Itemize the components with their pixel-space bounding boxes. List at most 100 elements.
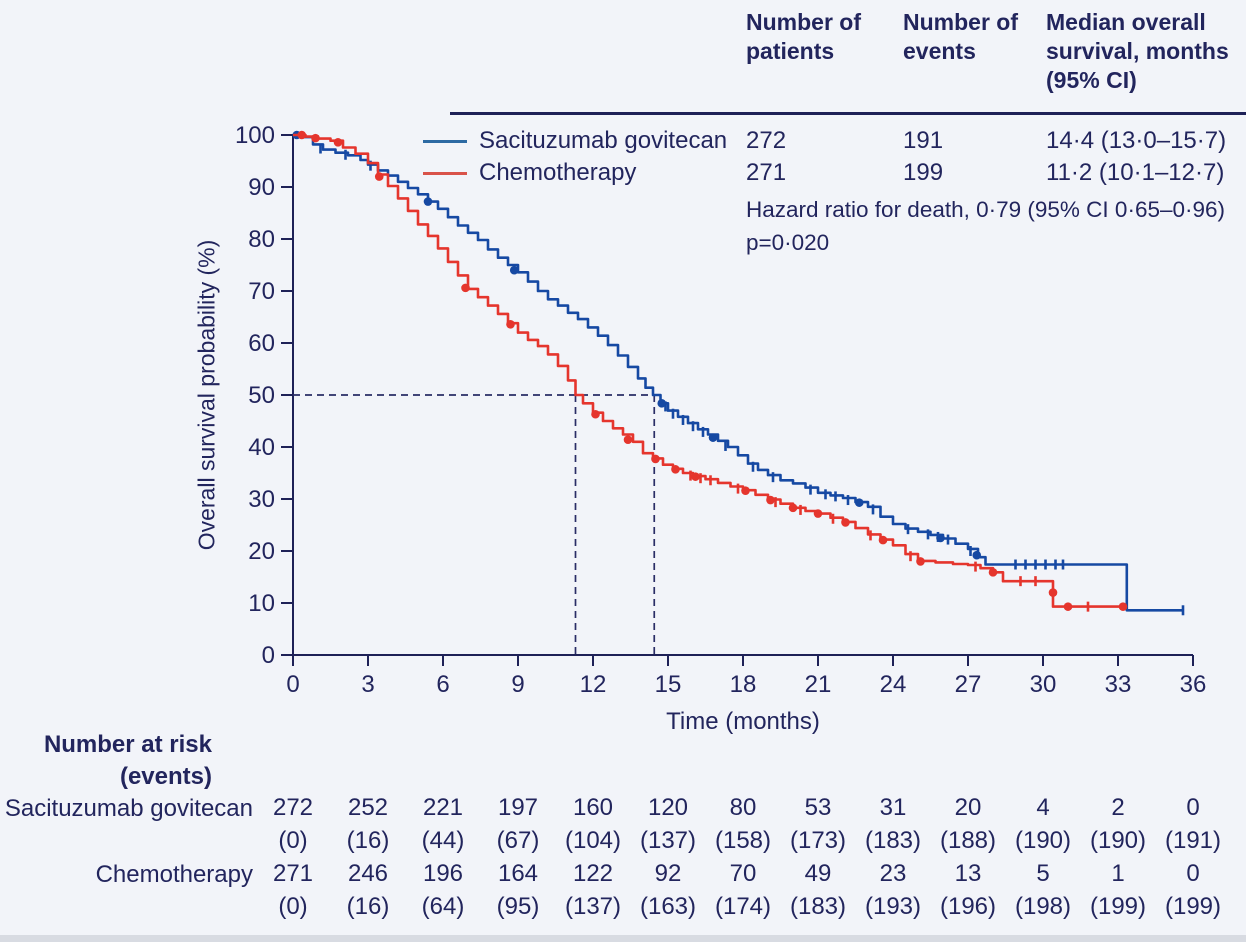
y-tick-label: 80 [248, 226, 275, 253]
event-dot [841, 518, 850, 527]
at-risk-cell: (137) [639, 827, 697, 854]
y-tick-label: 90 [248, 174, 275, 201]
x-tick-label: 18 [730, 671, 757, 698]
at-risk-cell: (198) [1014, 893, 1072, 920]
p-value-text: p=0·020 [746, 230, 830, 255]
at-risk-cell: 1 [1111, 860, 1125, 887]
x-tick-label: 0 [286, 671, 299, 698]
at-risk-cell: 271 [272, 860, 314, 887]
x-tick-label: 3 [361, 671, 374, 698]
at-risk-cell: (183) [864, 827, 922, 854]
event-dot [461, 283, 470, 293]
event-dot [1063, 602, 1073, 611]
event-dot [708, 433, 718, 442]
event-dot [623, 435, 633, 445]
at-risk-cell: 221 [422, 794, 464, 821]
at-risk-cell: (67) [496, 827, 540, 854]
at-risk-row-label-chemo: Chemotherapy [95, 861, 253, 888]
at-risk-cell: (16) [346, 893, 390, 920]
at-risk-cell: (0) [278, 827, 308, 854]
at-risk-cell: (191) [1164, 827, 1222, 854]
chemo-legend-label: Chemotherapy [479, 159, 637, 186]
at-risk-cell: 49 [804, 860, 832, 887]
x-tick-label: 15 [655, 671, 682, 698]
at-risk-cell: (104) [564, 827, 622, 854]
event-dot [671, 465, 680, 474]
at-risk-row-label-sg: Sacituzumab govitecan [4, 795, 253, 822]
at-risk-title: Number at risk [43, 731, 212, 758]
at-risk-cell: (183) [789, 893, 847, 920]
at-risk-cell: (173) [789, 827, 847, 854]
column-header-patients: Number of patients [746, 9, 861, 64]
event-dot [988, 568, 998, 577]
at-risk-cell: (174) [714, 893, 772, 920]
at-risk-cell: 196 [422, 860, 464, 887]
hazard-ratio-text: Hazard ratio for death, 0·79 (95% CI 0·6… [746, 197, 1226, 222]
y-tick-label: 100 [235, 122, 275, 149]
event-dot [333, 137, 343, 147]
event-dot [691, 472, 700, 481]
at-risk-cell: 272 [272, 794, 314, 821]
at-risk-cell: (190) [1014, 827, 1072, 854]
at-risk-cell: 160 [572, 794, 614, 821]
event-dot [766, 495, 775, 505]
x-tick-label: 21 [805, 671, 832, 698]
at-risk-cell: (64) [421, 893, 465, 920]
sg-curve [293, 133, 1183, 612]
event-dot [1118, 602, 1128, 611]
chemo-series [293, 130, 1128, 612]
at-risk-cell: 120 [647, 794, 689, 821]
sg-legend-line [423, 140, 467, 143]
event-dot [878, 535, 888, 545]
event-dot [423, 197, 433, 206]
at-risk-cell: 0 [1186, 794, 1200, 821]
table-header-rule [450, 112, 1246, 115]
at-risk-cell: (95) [496, 893, 540, 920]
event-dot [311, 133, 320, 143]
event-dot [741, 486, 750, 495]
x-tick-label: 24 [880, 671, 907, 698]
sg-median-value: 14·4 (13·0–15·7) [1046, 127, 1227, 154]
at-risk-cell: (190) [1089, 827, 1147, 854]
at-risk-cell: 0 [1186, 860, 1200, 887]
at-risk-cell: 92 [654, 860, 682, 887]
at-risk-cell: (158) [714, 827, 772, 854]
at-risk-cell: (44) [421, 827, 465, 854]
at-risk-cell: 2 [1111, 794, 1125, 821]
x-tick-label: 36 [1180, 671, 1207, 698]
event-dot [854, 498, 864, 507]
event-dot [916, 557, 925, 566]
chemo-patients-value: 271 [746, 159, 787, 186]
event-dot [972, 550, 982, 560]
x-tick-label: 9 [511, 671, 524, 698]
event-dot [509, 265, 519, 275]
at-risk-cell: 164 [497, 860, 539, 887]
y-tick-label: 0 [262, 642, 275, 669]
at-risk-cell: 5 [1036, 860, 1050, 887]
event-dot [813, 509, 823, 518]
at-risk-cell: 122 [572, 860, 614, 887]
x-tick-label: 27 [955, 671, 982, 698]
event-dot [374, 172, 384, 181]
chemo-events-value: 199 [903, 159, 944, 186]
event-dot [788, 503, 798, 513]
column-header-events: Number of events [903, 9, 1018, 64]
y-tick-label: 10 [248, 590, 275, 617]
event-dot [657, 399, 667, 408]
at-risk-cell: (0) [278, 893, 308, 920]
at-risk-cell: 197 [497, 794, 539, 821]
y-tick-label: 60 [248, 330, 275, 357]
at-risk-cell: 31 [879, 794, 907, 821]
event-dot [651, 454, 660, 464]
at-risk-cell: 80 [729, 794, 757, 821]
at-risk-cell: (199) [1089, 893, 1147, 920]
at-risk-cell: 53 [804, 794, 832, 821]
x-tick-label: 6 [436, 671, 449, 698]
at-risk-cell: 70 [729, 860, 757, 887]
at-risk-cell: 252 [347, 794, 389, 821]
bottom-edge-strip [0, 935, 1246, 942]
at-risk-cell: 23 [879, 860, 907, 887]
at-risk-cell: 13 [954, 860, 982, 887]
at-risk-cell: 20 [954, 794, 982, 821]
